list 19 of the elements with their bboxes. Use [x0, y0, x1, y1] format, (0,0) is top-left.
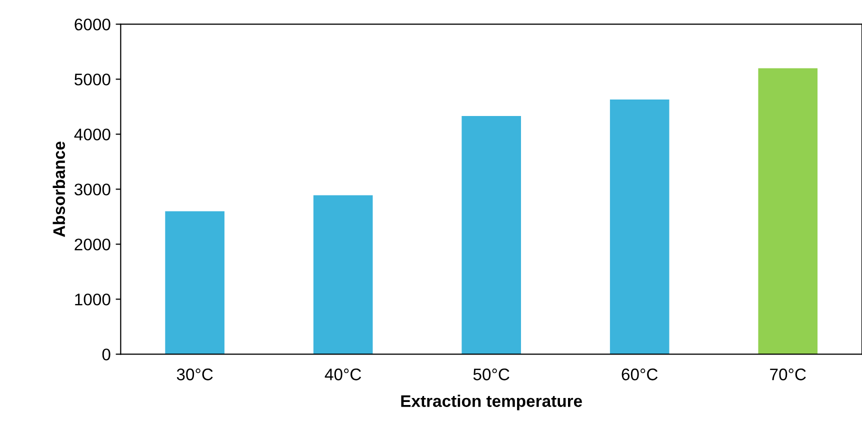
- x-axis-title: Extraction temperature: [401, 394, 582, 410]
- y-tick-label: 1000: [75, 294, 110, 306]
- bar: [165, 211, 224, 354]
- x-tick-label: 40°C: [324, 368, 362, 380]
- y-tick-label: 2000: [74, 238, 110, 250]
- y-tick-label: 4000: [74, 128, 110, 140]
- bar: [313, 195, 373, 354]
- x-tick-label: 30°C: [176, 368, 213, 380]
- y-tick-label: 0: [102, 348, 110, 360]
- y-tick-label: 6000: [74, 18, 110, 30]
- bar: [462, 116, 521, 354]
- x-tick-label: 70°C: [770, 368, 806, 380]
- bar: [610, 100, 670, 354]
- y-tick-label: 3000: [74, 184, 110, 196]
- x-tick-label: 50°C: [473, 368, 510, 380]
- bar: [758, 68, 818, 354]
- y-tick-label: 5000: [74, 74, 110, 86]
- y-axis-title: Absorbance: [52, 142, 66, 237]
- x-tick-label: 60°C: [622, 368, 658, 380]
